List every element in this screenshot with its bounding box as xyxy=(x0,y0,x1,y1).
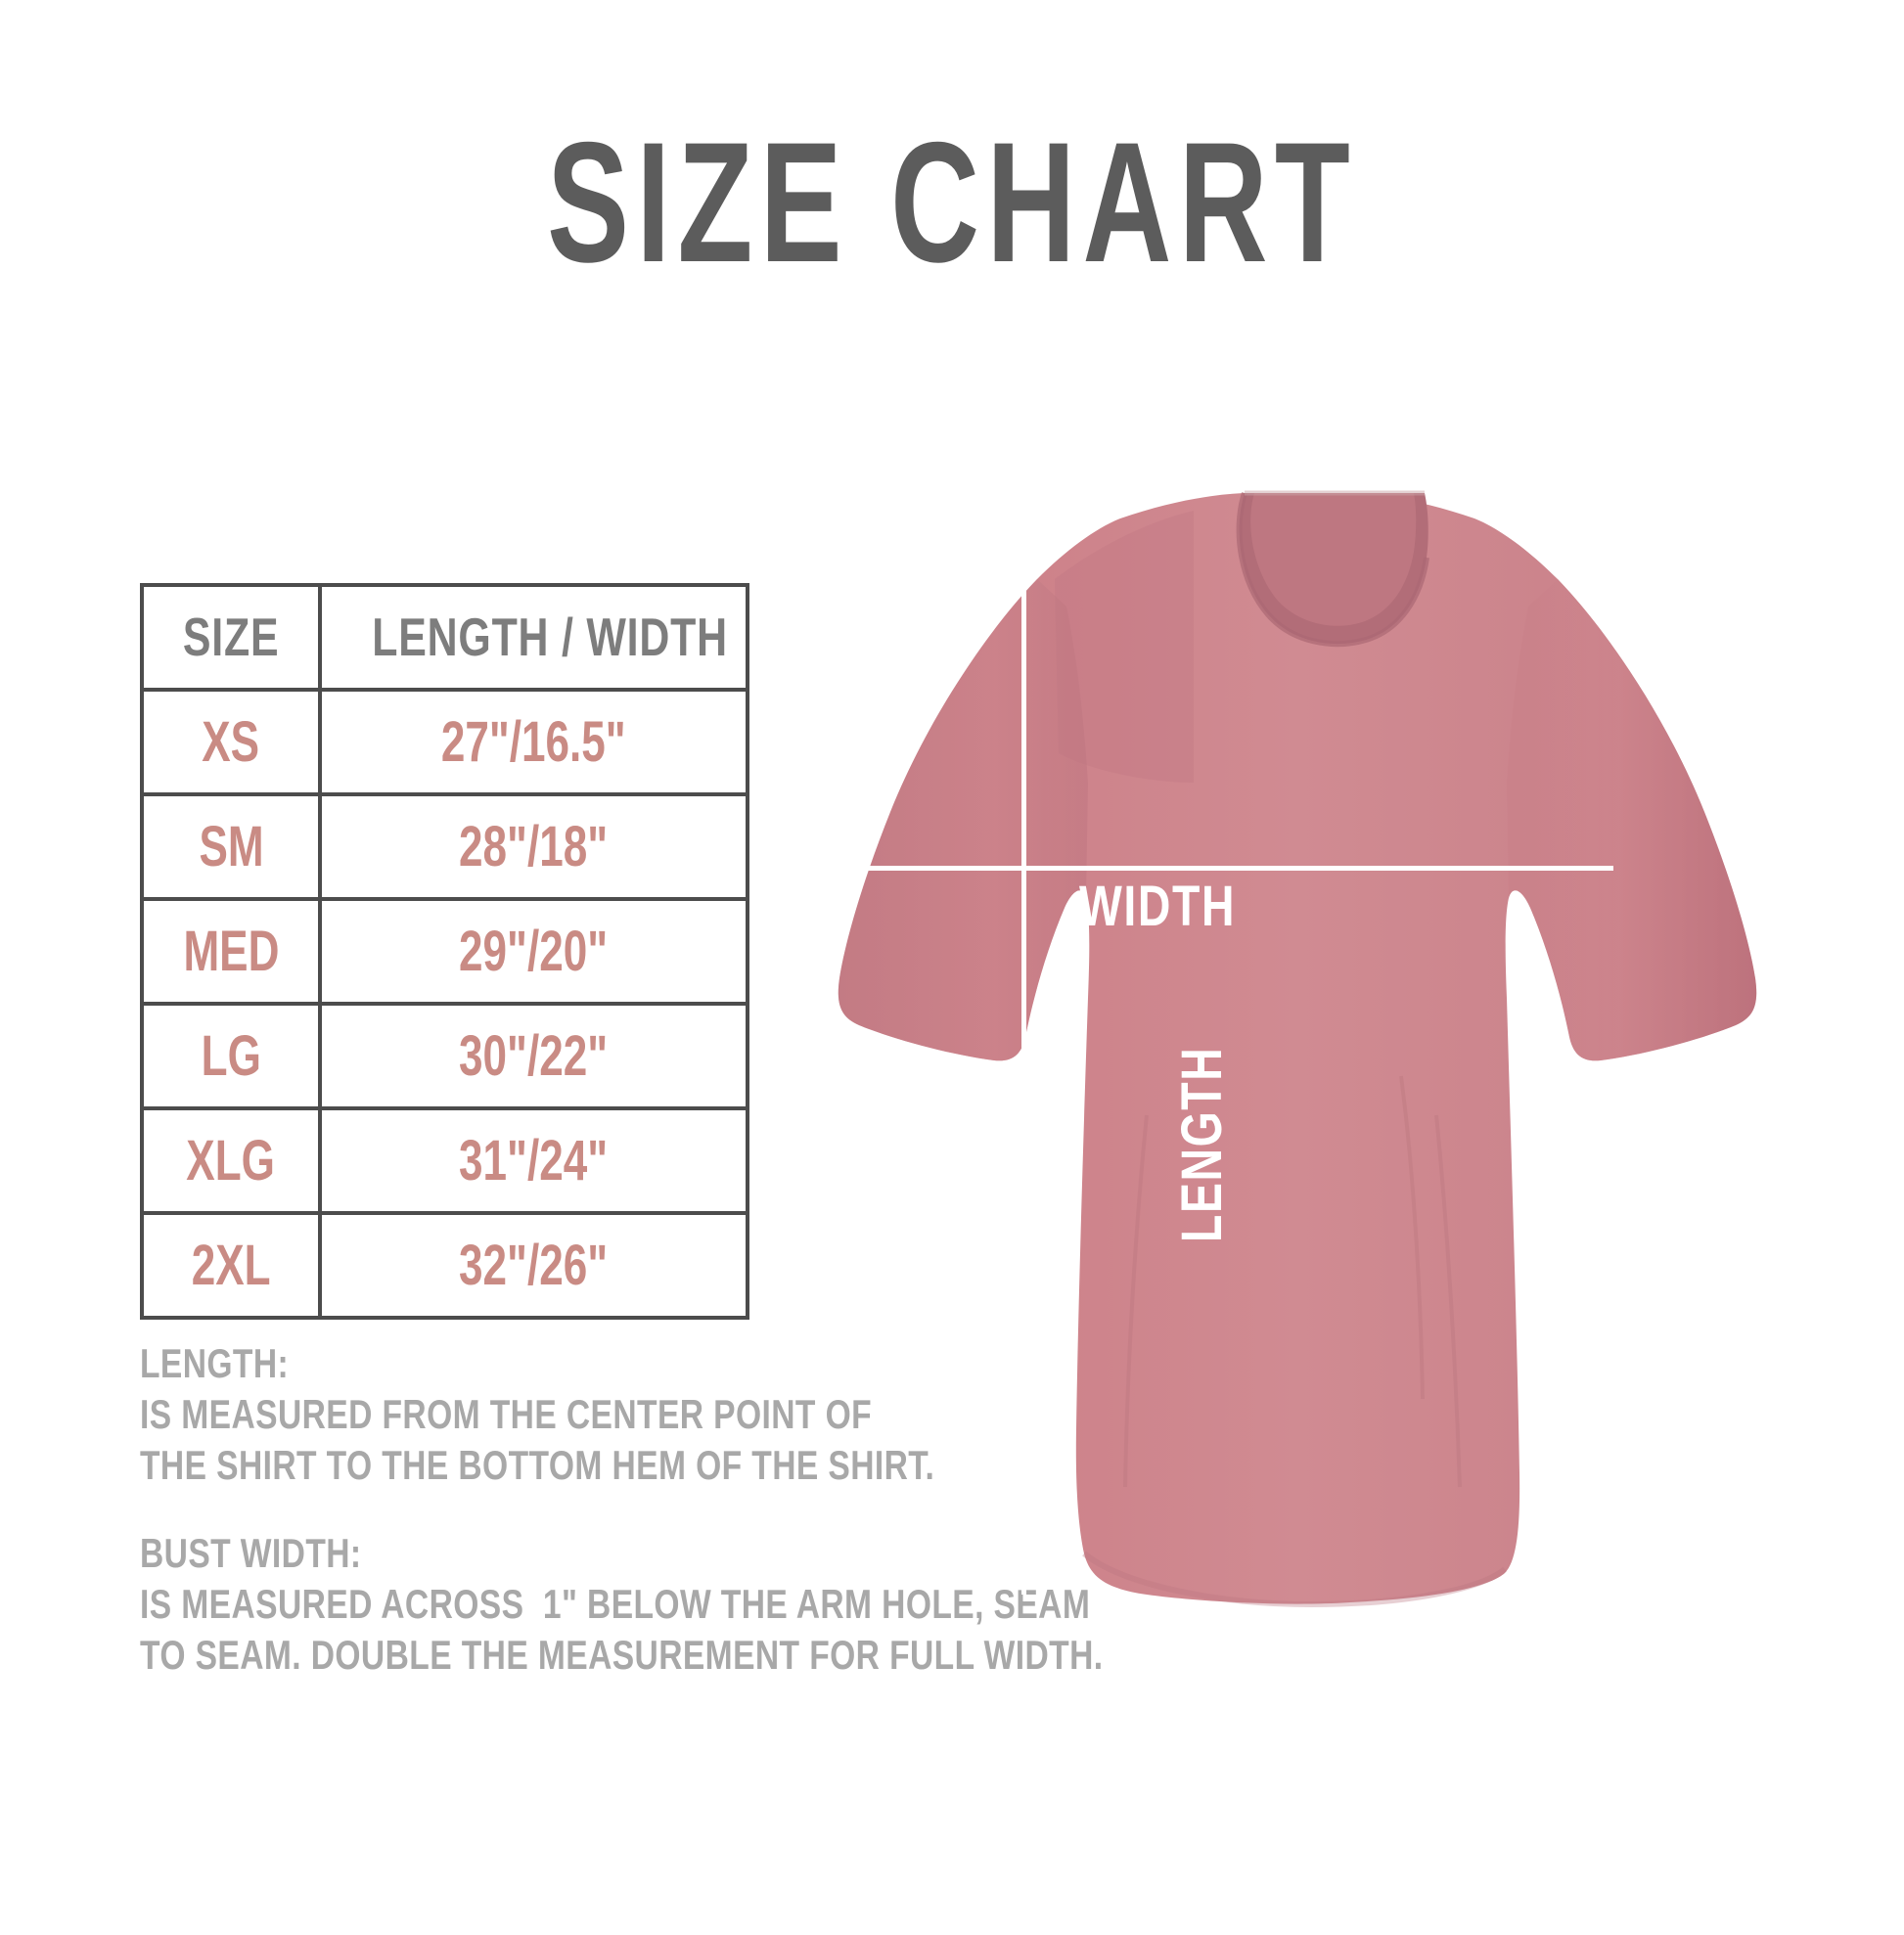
page-title: SIZE CHART xyxy=(547,108,1357,298)
column-header-length-width-label: LENGTH / WIDTH xyxy=(372,607,728,667)
width-label: WIDTH xyxy=(1079,875,1237,938)
table-row: XLG 31"/24" xyxy=(140,1106,749,1215)
column-header-size-label: SIZE xyxy=(182,607,280,667)
size-value-sm: SM xyxy=(198,814,264,878)
size-value-2xl: 2XL xyxy=(191,1233,271,1297)
length-measurement-line xyxy=(1021,503,1026,1595)
cell-size: XLG xyxy=(140,1106,322,1215)
cell-size: LG xyxy=(140,1002,322,1110)
size-value-lg: LG xyxy=(201,1023,261,1088)
cell-measurement: 31"/24" xyxy=(318,1106,749,1215)
table-row: XS 27"/16.5" xyxy=(140,688,749,796)
length-label: LENGTH xyxy=(1170,1046,1234,1242)
shoulder-shading-left xyxy=(1055,511,1194,783)
table-row: 2XL 32"/26" xyxy=(140,1211,749,1320)
cell-size: MED xyxy=(140,897,322,1006)
cell-measurement: 32"/26" xyxy=(318,1211,749,1320)
size-chart-table: SIZE LENGTH / WIDTH XS 27"/16.5" SM 28"/… xyxy=(140,583,749,1320)
cell-measurement: 30"/22" xyxy=(318,1002,749,1110)
cell-size: 2XL xyxy=(140,1211,322,1320)
length-note-block: LENGTH: IS MEASURED FROM THE CENTER POIN… xyxy=(140,1338,981,1491)
table-row: MED 29"/20" xyxy=(140,897,749,1006)
measurement-value-xs: 27"/16.5" xyxy=(441,709,626,774)
bust-note-line-1: IS MEASURED ACROSS 1" BELOW THE ARM HOLE… xyxy=(140,1581,1091,1627)
tshirt-illustration: WIDTH LENGTH xyxy=(802,489,1791,1663)
size-value-med: MED xyxy=(183,919,279,983)
table-header-row: SIZE LENGTH / WIDTH xyxy=(140,583,749,692)
measurement-value-lg: 30"/22" xyxy=(459,1023,609,1088)
column-header-length-width: LENGTH / WIDTH xyxy=(318,583,749,692)
bust-note-line-2: TO SEAM. DOUBLE THE MEASUREMENT FOR FULL… xyxy=(140,1632,1104,1678)
length-note-heading: LENGTH: xyxy=(140,1340,290,1386)
measurement-value-xlg: 31"/24" xyxy=(459,1128,609,1192)
length-note-line-1: IS MEASURED FROM THE CENTER POINT OF xyxy=(140,1391,873,1437)
cell-size: SM xyxy=(140,792,322,901)
size-value-xlg: XLG xyxy=(186,1128,276,1192)
cell-measurement: 29"/20" xyxy=(318,897,749,1006)
bust-note-heading: BUST WIDTH: xyxy=(140,1530,362,1576)
column-header-size: SIZE xyxy=(140,583,322,692)
tshirt-icon xyxy=(838,490,1757,1608)
measurement-value-2xl: 32"/26" xyxy=(459,1233,609,1297)
tshirt-collar xyxy=(1236,492,1429,648)
table-row: SM 28"/18" xyxy=(140,792,749,901)
measurement-value-med: 29"/20" xyxy=(459,919,609,983)
cell-measurement: 28"/18" xyxy=(318,792,749,901)
size-value-xs: XS xyxy=(202,709,260,774)
table-row: LG 30"/22" xyxy=(140,1002,749,1110)
length-note-line-2: THE SHIRT TO THE BOTTOM HEM OF THE SHIRT… xyxy=(140,1442,935,1488)
width-measurement-line xyxy=(831,866,1613,871)
cell-size: XS xyxy=(140,688,322,796)
tshirt-body-shape xyxy=(838,493,1757,1604)
bottom-hem-line xyxy=(1082,1551,1507,1608)
cell-measurement: 27"/16.5" xyxy=(318,688,749,796)
measurement-value-sm: 28"/18" xyxy=(459,814,609,878)
fabric-folds xyxy=(1123,1075,1462,1488)
